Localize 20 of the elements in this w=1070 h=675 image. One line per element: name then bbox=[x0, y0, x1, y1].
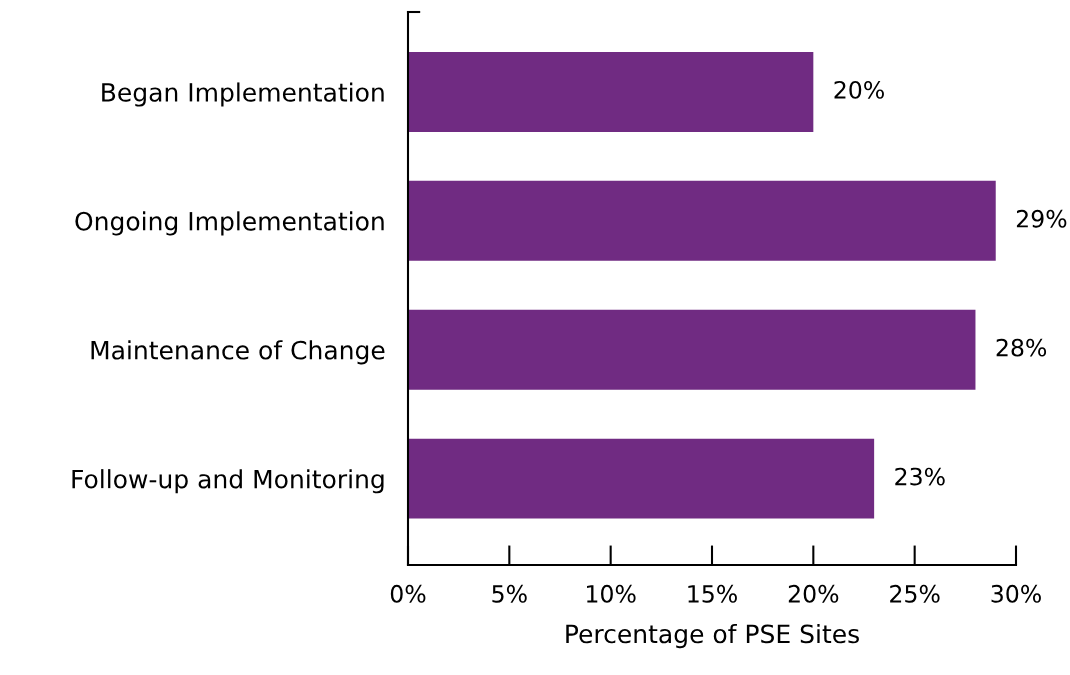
bar bbox=[408, 180, 996, 261]
y-tick-label: Follow-up and Monitoring bbox=[72, 469, 384, 494]
bar bbox=[408, 309, 976, 390]
bar bbox=[408, 438, 875, 519]
y-tick-label: Began Implementation bbox=[102, 82, 384, 107]
x-tick-label: 30% bbox=[991, 584, 1041, 603]
x-tick-label: 20% bbox=[788, 584, 839, 603]
x-tick-label: 10% bbox=[587, 584, 636, 603]
data-label: 29% bbox=[1016, 209, 1067, 228]
x-axis-title: Percentage of PSE Sites bbox=[566, 623, 859, 649]
x-tick-label: 25% bbox=[890, 584, 940, 603]
bar bbox=[408, 51, 814, 132]
data-label: 20% bbox=[834, 80, 884, 99]
data-label: 23% bbox=[895, 467, 945, 486]
x-tick-label: 15% bbox=[688, 584, 737, 603]
y-tick-label: Maintenance of Change bbox=[91, 340, 385, 365]
x-tick-label: 5% bbox=[492, 584, 527, 603]
y-tick-label: Ongoing Implementation bbox=[75, 211, 384, 236]
x-tick-label: 0% bbox=[390, 584, 426, 603]
data-label: 28% bbox=[996, 338, 1047, 357]
